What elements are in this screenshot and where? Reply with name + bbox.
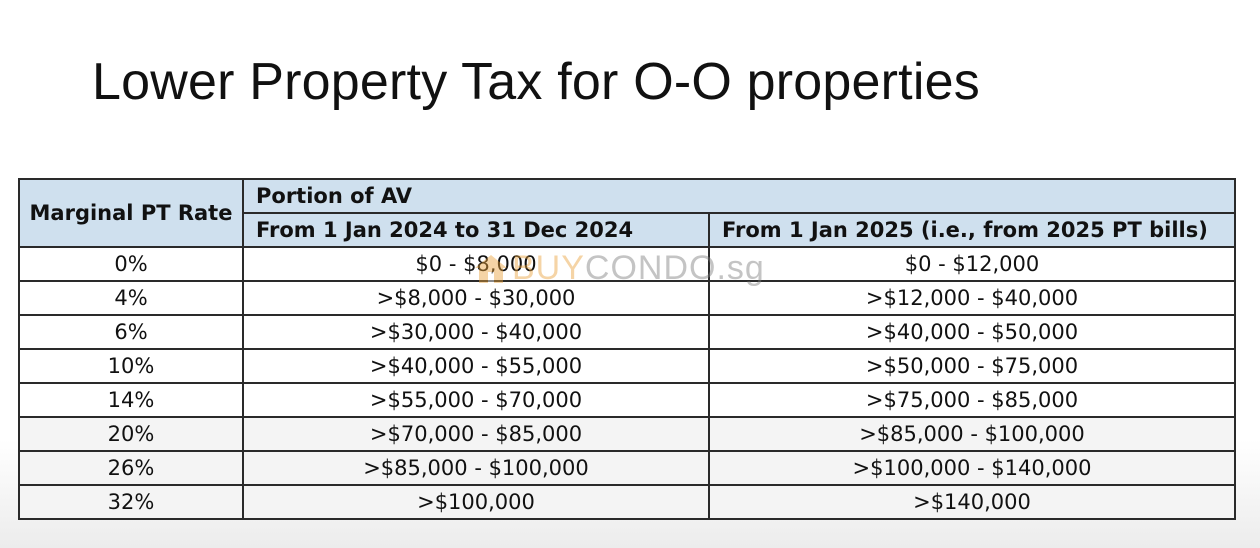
table-row: 0% $0 - $8,000 $0 - $12,000 (18, 246, 1236, 282)
av-2025-cell: >$75,000 - $85,000 (708, 382, 1236, 418)
table-subheader-row: From 1 Jan 2024 to 31 Dec 2024 From 1 Ja… (19, 212, 1236, 248)
rate-cell: 4% (18, 280, 244, 316)
rate-cell: 26% (18, 450, 244, 486)
av-2025-cell: >$50,000 - $75,000 (708, 348, 1236, 384)
rate-cell: 32% (18, 484, 244, 520)
tax-table-container: Marginal PT Rate Portion of AV From 1 Ja… (18, 178, 1236, 520)
av-2025-cell: >$40,000 - $50,000 (708, 314, 1236, 350)
table-header-row: Marginal PT Rate Portion of AV (18, 178, 1236, 248)
table-row: 6% >$30,000 - $40,000 >$40,000 - $50,000 (18, 314, 1236, 350)
table-row: 4% >$8,000 - $30,000 >$12,000 - $40,000 (18, 280, 1236, 316)
page-title: Lower Property Tax for O-O properties (92, 53, 980, 111)
av-2024-cell: $0 - $8,000 (242, 246, 710, 282)
av-2024-cell: >$70,000 - $85,000 (242, 416, 710, 452)
rate-cell: 10% (18, 348, 244, 384)
subheader-2024: From 1 Jan 2024 to 31 Dec 2024 (242, 212, 710, 248)
av-2024-cell: >$55,000 - $70,000 (242, 382, 710, 418)
rate-cell: 20% (18, 416, 244, 452)
rate-cell: 14% (18, 382, 244, 418)
av-2024-cell: >$40,000 - $55,000 (242, 348, 710, 384)
av-2025-cell: >$140,000 (708, 484, 1236, 520)
av-2025-cell: >$85,000 - $100,000 (708, 416, 1236, 452)
table-row: 14% >$55,000 - $70,000 >$75,000 - $85,00… (18, 382, 1236, 418)
av-2024-cell: >$85,000 - $100,000 (242, 450, 710, 486)
av-2025-cell: $0 - $12,000 (708, 246, 1236, 282)
subheader-2025: From 1 Jan 2025 (i.e., from 2025 PT bill… (708, 212, 1236, 248)
header-marginal-rate: Marginal PT Rate (18, 178, 244, 248)
av-2024-cell: >$8,000 - $30,000 (242, 280, 710, 316)
header-portion-of-av: Portion of AV (242, 178, 1236, 214)
table-row: 20% >$70,000 - $85,000 >$85,000 - $100,0… (18, 416, 1236, 452)
tax-rate-table: Marginal PT Rate Portion of AV From 1 Ja… (18, 178, 1236, 520)
av-2024-cell: >$30,000 - $40,000 (242, 314, 710, 350)
table-row: 26% >$85,000 - $100,000 >$100,000 - $140… (18, 450, 1236, 486)
table-row: 10% >$40,000 - $55,000 >$50,000 - $75,00… (18, 348, 1236, 384)
av-2024-cell: >$100,000 (242, 484, 710, 520)
av-2025-cell: >$12,000 - $40,000 (708, 280, 1236, 316)
rate-cell: 6% (18, 314, 244, 350)
table-row: 32% >$100,000 >$140,000 (18, 484, 1236, 520)
av-2025-cell: >$100,000 - $140,000 (708, 450, 1236, 486)
rate-cell: 0% (18, 246, 244, 282)
